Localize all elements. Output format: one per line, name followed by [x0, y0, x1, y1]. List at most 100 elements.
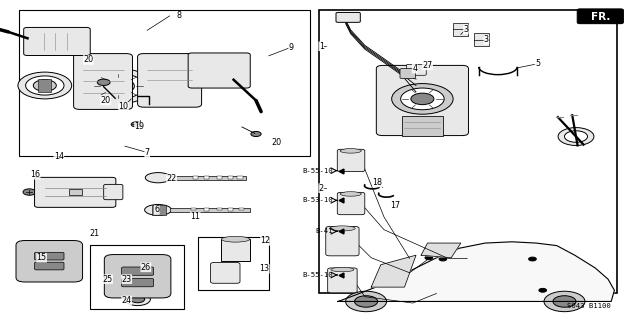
Polygon shape [421, 243, 461, 258]
Circle shape [401, 88, 444, 110]
Text: B-55-10: B-55-10 [302, 168, 333, 174]
FancyBboxPatch shape [24, 27, 90, 56]
Circle shape [425, 256, 433, 260]
Text: 19: 19 [134, 122, 145, 131]
Text: 1: 1 [319, 42, 324, 51]
Circle shape [18, 72, 72, 99]
Text: B-55-10: B-55-10 [302, 272, 333, 278]
Ellipse shape [331, 267, 354, 272]
FancyBboxPatch shape [188, 53, 250, 88]
Circle shape [558, 128, 594, 145]
Circle shape [355, 296, 378, 307]
Bar [19, 10, 310, 156]
Bar [38, 79, 51, 92]
Text: 14: 14 [54, 152, 64, 161]
Bar [474, 33, 489, 46]
Circle shape [83, 69, 154, 104]
Text: S043 B1100: S043 B1100 [568, 303, 611, 309]
Bar [228, 176, 233, 179]
FancyBboxPatch shape [406, 64, 426, 75]
FancyBboxPatch shape [326, 226, 359, 256]
Circle shape [529, 257, 536, 261]
Text: 20: 20 [83, 56, 93, 64]
Polygon shape [371, 255, 416, 287]
Circle shape [229, 246, 242, 253]
FancyBboxPatch shape [104, 184, 123, 200]
Bar [217, 176, 222, 179]
Bar [204, 176, 209, 179]
Circle shape [97, 79, 110, 85]
Ellipse shape [145, 173, 171, 183]
Circle shape [344, 155, 357, 162]
Polygon shape [338, 242, 614, 301]
Circle shape [102, 78, 134, 94]
Text: FR.: FR. [591, 11, 610, 22]
Bar [221, 239, 250, 261]
Text: B-41: B-41 [316, 228, 333, 234]
Text: 20: 20 [100, 96, 111, 105]
Circle shape [218, 271, 233, 279]
Circle shape [334, 238, 351, 246]
Text: 5: 5 [535, 59, 540, 68]
FancyBboxPatch shape [74, 54, 132, 109]
Circle shape [251, 131, 261, 137]
Circle shape [392, 84, 453, 114]
Text: 25: 25 [102, 275, 113, 284]
Ellipse shape [145, 204, 172, 215]
Text: 12: 12 [260, 236, 271, 245]
FancyBboxPatch shape [376, 65, 468, 136]
Text: 7: 7 [145, 148, 150, 157]
Bar [191, 208, 196, 210]
Circle shape [152, 174, 164, 181]
Bar [69, 189, 82, 195]
Bar [170, 176, 246, 180]
Text: 3: 3 [484, 35, 489, 44]
Text: 18: 18 [372, 178, 383, 187]
Circle shape [346, 291, 387, 312]
Bar [152, 205, 166, 215]
FancyBboxPatch shape [35, 177, 116, 207]
FancyBboxPatch shape [138, 54, 202, 107]
Circle shape [33, 80, 56, 91]
Text: 4: 4 [412, 64, 417, 73]
Bar [239, 208, 244, 210]
Text: 20: 20 [271, 138, 282, 147]
Circle shape [93, 73, 144, 99]
Circle shape [152, 207, 164, 213]
Bar [204, 208, 209, 211]
FancyBboxPatch shape [337, 149, 365, 172]
Bar [237, 176, 243, 179]
FancyBboxPatch shape [104, 255, 171, 298]
Bar [90, 245, 184, 309]
Bar [193, 176, 198, 179]
Text: 16: 16 [30, 170, 40, 179]
FancyBboxPatch shape [337, 192, 365, 215]
Circle shape [411, 93, 434, 105]
FancyBboxPatch shape [122, 278, 154, 287]
FancyBboxPatch shape [35, 252, 64, 260]
Text: 6: 6 [154, 205, 159, 214]
FancyBboxPatch shape [400, 69, 415, 78]
Circle shape [23, 189, 36, 195]
Circle shape [335, 277, 349, 284]
Circle shape [539, 288, 547, 292]
Text: 27: 27 [422, 61, 433, 70]
Circle shape [439, 257, 447, 261]
Text: 17: 17 [390, 201, 401, 210]
Ellipse shape [330, 226, 355, 231]
Circle shape [344, 198, 357, 205]
Text: 11: 11 [190, 212, 200, 221]
FancyBboxPatch shape [577, 9, 623, 24]
Text: 21: 21 [90, 229, 100, 238]
Circle shape [131, 122, 141, 127]
Text: 22: 22 [166, 174, 177, 183]
Bar [228, 208, 233, 211]
Text: 9: 9 [289, 43, 294, 52]
Circle shape [131, 296, 145, 303]
Text: 15: 15 [36, 253, 47, 262]
FancyBboxPatch shape [122, 267, 154, 275]
FancyBboxPatch shape [16, 241, 83, 282]
Ellipse shape [340, 192, 362, 196]
Circle shape [564, 131, 588, 142]
Bar [402, 116, 443, 136]
